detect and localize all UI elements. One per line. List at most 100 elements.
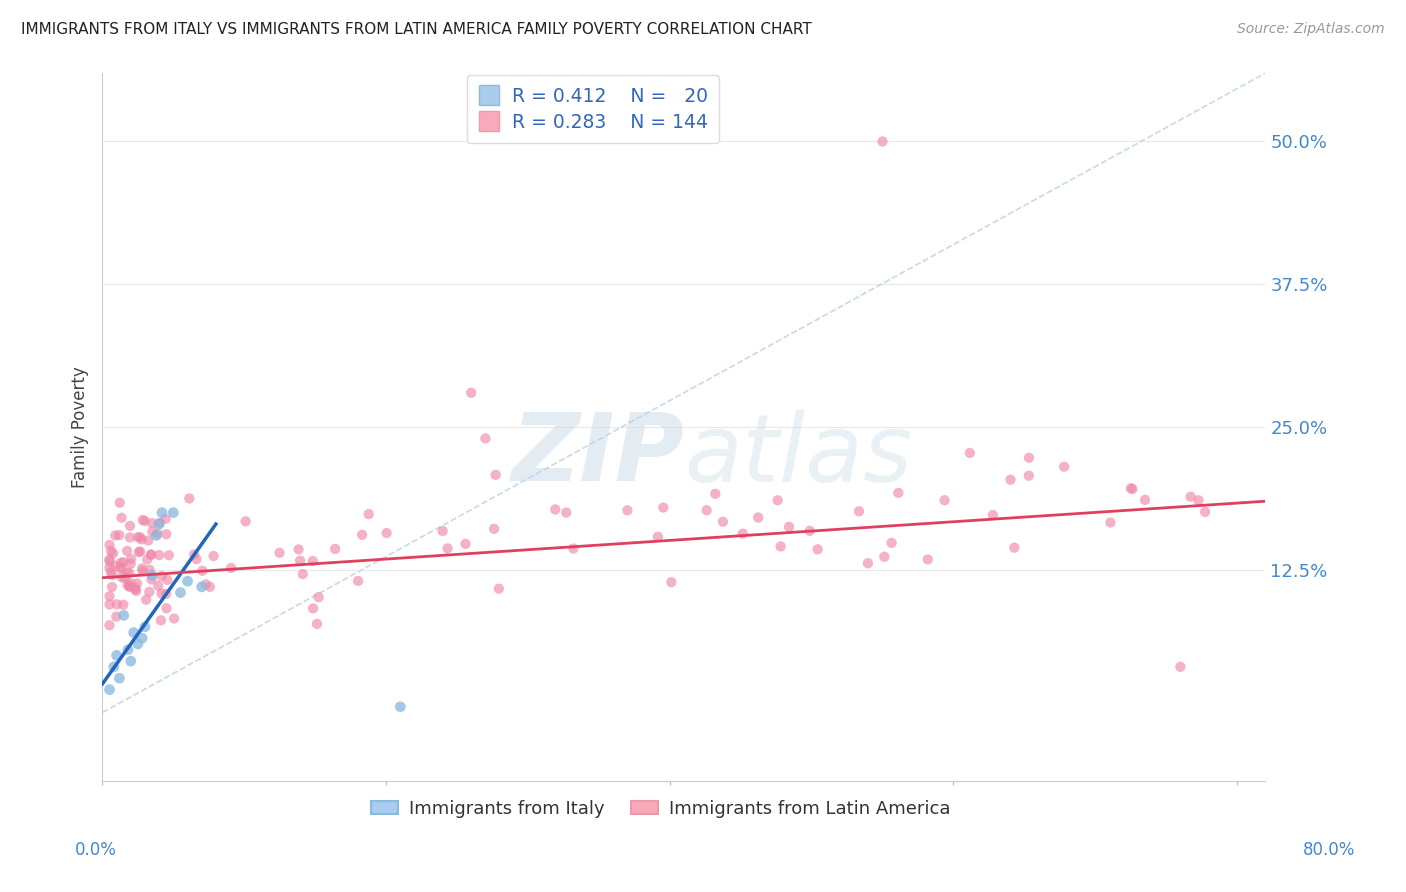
Y-axis label: Family Poverty: Family Poverty <box>72 366 89 488</box>
Point <box>124 582 146 597</box>
Point <box>488 582 510 596</box>
Point <box>118 519 141 533</box>
Point <box>141 573 163 587</box>
Point <box>145 528 167 542</box>
Point <box>778 520 800 534</box>
Point <box>98 682 121 697</box>
Point <box>117 578 139 592</box>
Point <box>131 564 153 578</box>
Point <box>110 510 132 524</box>
Point <box>150 569 173 583</box>
Point <box>616 503 638 517</box>
Point <box>112 598 135 612</box>
Point <box>454 537 477 551</box>
Point <box>169 585 191 599</box>
Point <box>704 487 727 501</box>
Point <box>118 566 141 580</box>
Point <box>235 514 257 528</box>
Point <box>105 648 128 663</box>
Point <box>482 522 505 536</box>
Point <box>128 545 150 559</box>
Legend: Immigrants from Italy, Immigrants from Latin America: Immigrants from Italy, Immigrants from L… <box>364 793 957 825</box>
Point <box>848 504 870 518</box>
Point <box>136 533 159 548</box>
Point <box>122 625 145 640</box>
Point <box>659 575 682 590</box>
Point <box>134 620 156 634</box>
Point <box>115 566 138 580</box>
Point <box>108 496 131 510</box>
Point <box>135 592 157 607</box>
Point <box>108 671 131 685</box>
Point <box>110 561 132 575</box>
Point <box>146 526 169 541</box>
Point <box>1133 492 1156 507</box>
Point <box>136 552 159 566</box>
Text: atlas: atlas <box>683 409 912 500</box>
Point <box>104 558 127 573</box>
Point <box>1053 459 1076 474</box>
Point <box>141 568 163 582</box>
Point <box>288 554 311 568</box>
Point <box>302 601 325 615</box>
Point <box>305 616 328 631</box>
Point <box>347 574 370 588</box>
Point <box>269 546 291 560</box>
Point <box>100 566 122 580</box>
Point <box>485 467 508 482</box>
Point <box>1018 468 1040 483</box>
Point <box>115 544 138 558</box>
Point <box>460 385 482 400</box>
Point <box>139 548 162 562</box>
Point <box>807 542 830 557</box>
Point <box>112 555 135 569</box>
Point <box>148 548 170 562</box>
Point <box>150 506 173 520</box>
Point <box>301 554 323 568</box>
Point <box>291 567 314 582</box>
Point <box>149 613 172 627</box>
Point <box>747 510 769 524</box>
Point <box>287 542 309 557</box>
Text: IMMIGRANTS FROM ITALY VS IMMIGRANTS FROM LATIN AMERICA FAMILY POVERTY CORRELATIO: IMMIGRANTS FROM ITALY VS IMMIGRANTS FROM… <box>21 22 811 37</box>
Point <box>129 530 152 544</box>
Point <box>141 524 163 539</box>
Point <box>101 580 124 594</box>
Point <box>308 591 330 605</box>
Point <box>766 493 789 508</box>
Point <box>194 577 217 591</box>
Point <box>111 570 134 584</box>
Point <box>1000 473 1022 487</box>
Point <box>155 587 177 601</box>
Point <box>769 540 792 554</box>
Point <box>219 561 242 575</box>
Point <box>202 549 225 563</box>
Point <box>652 500 675 515</box>
Point <box>436 541 458 556</box>
Point <box>190 580 212 594</box>
Point <box>191 564 214 578</box>
Point <box>696 503 718 517</box>
Point <box>887 486 910 500</box>
Point <box>148 579 170 593</box>
Point <box>105 609 128 624</box>
Point <box>183 547 205 561</box>
Point <box>149 516 172 530</box>
Point <box>118 579 141 593</box>
Point <box>1002 541 1025 555</box>
Point <box>375 526 398 541</box>
Point <box>134 514 156 528</box>
Point <box>432 524 454 538</box>
Point <box>917 552 939 566</box>
Point <box>155 527 177 541</box>
Point <box>872 135 894 149</box>
Point <box>873 549 896 564</box>
Point <box>981 508 1004 522</box>
Point <box>1187 493 1209 508</box>
Point <box>118 579 141 593</box>
Point <box>131 561 153 575</box>
Point <box>148 517 170 532</box>
Point <box>101 546 124 560</box>
Point <box>1121 482 1143 496</box>
Text: ZIP: ZIP <box>512 409 683 501</box>
